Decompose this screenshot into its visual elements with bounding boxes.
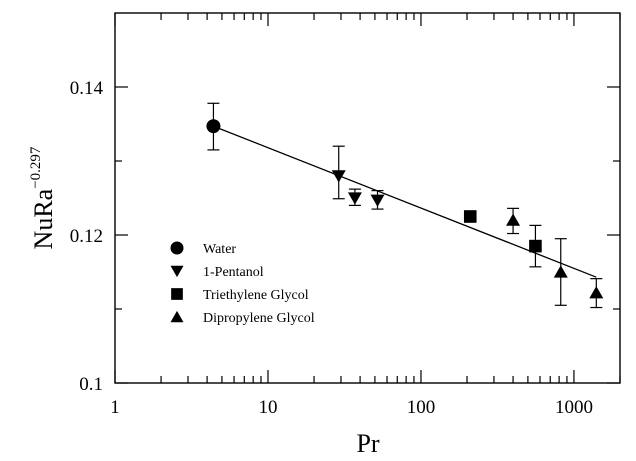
y-axis-label-base: NuRa: [29, 188, 58, 249]
legend-label: Dipropylene Glycol: [203, 311, 315, 326]
data-point-triangle-down: [347, 192, 362, 205]
y-tick-labels: 0.1 0.12 0.14: [70, 78, 104, 395]
plot-frame: [114, 12, 621, 384]
fit-line: [213, 125, 597, 278]
x-tick-label: 100: [407, 397, 436, 418]
data-point-triangle-down: [370, 194, 385, 207]
x-tick-label: 1: [110, 397, 120, 418]
y-axis-label: NuRa−0.297: [28, 146, 58, 249]
legend-marker-triangle-down: [170, 265, 184, 278]
data-point-triangle-up: [506, 213, 521, 226]
data-point-circle: [206, 119, 221, 134]
y-tick-label: 0.14: [70, 78, 104, 99]
legend-label: Water: [203, 242, 236, 257]
data-point-square: [529, 239, 542, 253]
axis-ticks: [114, 13, 621, 384]
data-point-triangle-up: [553, 265, 568, 278]
y-axis-label-exponent: −0.297: [28, 146, 44, 189]
svg-text:NuRa−0.297: NuRa−0.297: [28, 146, 58, 249]
x-tick-label: 10: [258, 397, 277, 418]
legend-marker-circle: [170, 241, 184, 255]
legend-marker-square: [171, 288, 183, 300]
x-tick-labels: 1 10 100 1000: [110, 397, 593, 418]
x-tick-label: 1000: [555, 397, 593, 418]
x-axis-label: Pr: [356, 429, 379, 458]
legend-marker-triangle-up: [170, 310, 184, 323]
data-point-triangle-down: [331, 170, 346, 183]
y-tick-label: 0.12: [70, 226, 103, 247]
y-tick-label: 0.1: [79, 374, 103, 395]
data-point-triangle-up: [589, 286, 604, 299]
legend: Water 1-Pentanol Triethylene Glycol Dipropy…: [170, 241, 315, 326]
data-points: [206, 102, 604, 309]
legend-label: 1-Pentanol: [203, 265, 264, 280]
data-point-square: [463, 210, 477, 223]
legend-label: Triethylene Glycol: [203, 288, 309, 303]
